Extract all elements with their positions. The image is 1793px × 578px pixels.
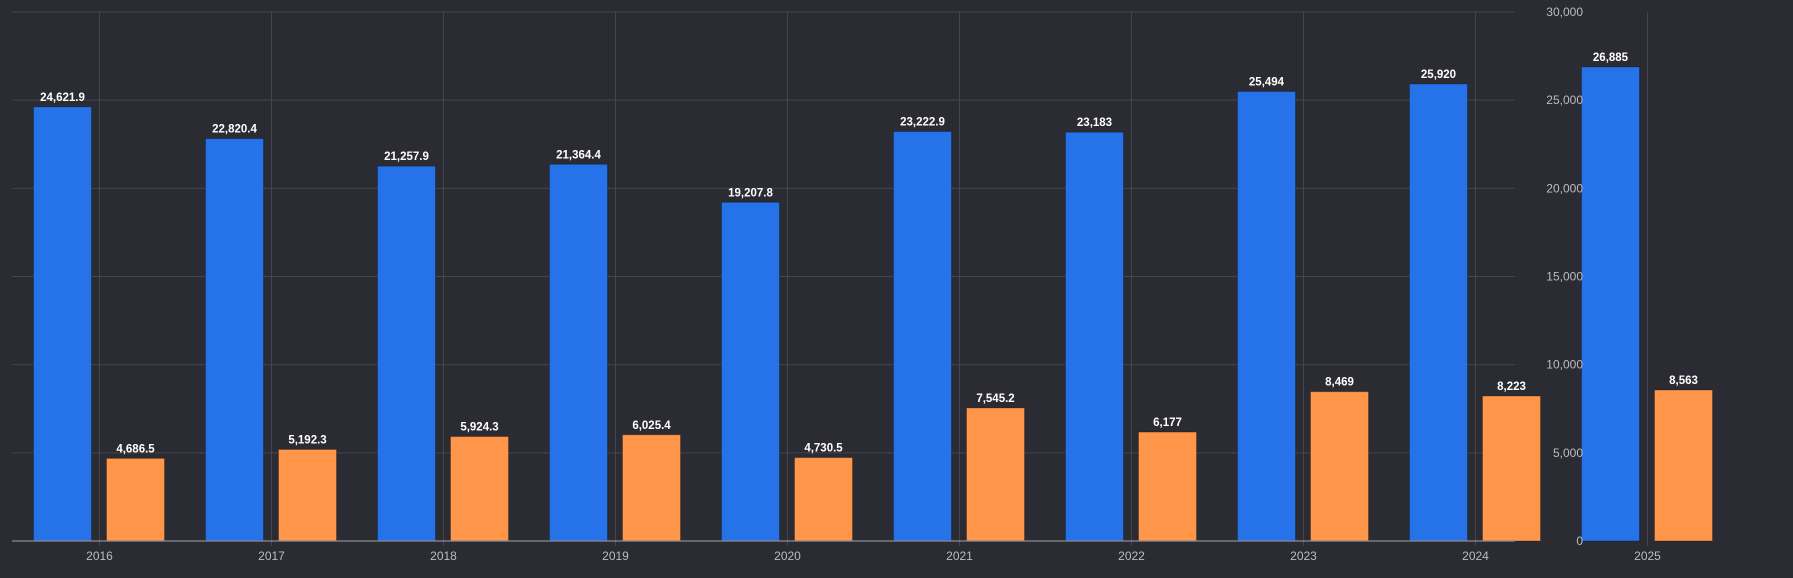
bar-value-label: 25,494 xyxy=(1249,76,1285,88)
x-tick-label: 2019 xyxy=(602,549,629,563)
bar-value-label: 4,686.5 xyxy=(116,443,155,455)
bar-value-label: 8,223 xyxy=(1497,381,1526,393)
bars xyxy=(33,66,1713,542)
bar-value-label: 6,025.4 xyxy=(632,420,671,432)
bar-series-1 xyxy=(1065,131,1124,542)
y-tick-label: 0 xyxy=(1576,534,1583,548)
x-tick-label: 2021 xyxy=(946,549,973,563)
bar-series-1 xyxy=(33,106,92,542)
bar-series-2 xyxy=(622,434,681,542)
bar-value-label: 7,545.2 xyxy=(976,393,1014,405)
bar-value-label: 26,885 xyxy=(1593,52,1629,64)
bar-series-2 xyxy=(794,457,853,542)
bar-value-label: 22,820.4 xyxy=(212,124,257,136)
bar-value-label: 4,730.5 xyxy=(804,443,843,455)
y-tick-label: 20,000 xyxy=(1546,181,1583,195)
bar-value-label: 24,621.9 xyxy=(40,92,85,104)
bar-value-label: 8,469 xyxy=(1325,377,1354,389)
bar-series-2 xyxy=(1482,395,1541,542)
bar-value-label: 21,364.4 xyxy=(556,149,601,161)
bar-series-2 xyxy=(1654,389,1713,542)
x-tick-label: 2016 xyxy=(86,549,113,563)
x-tick-label: 2024 xyxy=(1462,549,1489,563)
bar-series-1 xyxy=(1581,66,1640,542)
x-tick-label: 2018 xyxy=(430,549,457,563)
y-tick-label: 5,000 xyxy=(1553,446,1583,460)
bar-value-label: 5,924.3 xyxy=(460,422,498,434)
bar-series-2 xyxy=(966,407,1025,542)
bar-value-label: 23,183 xyxy=(1077,117,1112,129)
bar-series-1 xyxy=(721,201,780,542)
y-tick-label: 10,000 xyxy=(1546,358,1583,372)
bar-series-2 xyxy=(1138,431,1197,542)
bar-value-label: 5,192.3 xyxy=(288,434,326,446)
bar-series-1 xyxy=(893,131,952,542)
bar-series-1 xyxy=(377,165,436,542)
bar-value-label: 8,563 xyxy=(1669,375,1698,387)
bar-value-label: 21,257.9 xyxy=(384,151,429,163)
x-tick-label: 2023 xyxy=(1290,549,1317,563)
x-tick-label: 2022 xyxy=(1118,549,1145,563)
x-tick-label: 2025 xyxy=(1634,549,1661,563)
bar-value-label: 23,222.9 xyxy=(900,117,945,129)
x-tick-label: 2020 xyxy=(774,549,801,563)
bar-series-1 xyxy=(1409,83,1468,542)
bar-series-1 xyxy=(1237,90,1296,542)
axes: 0 5,000 10,000 15,000 20,000 25,000 30,000 2016… xyxy=(12,5,1661,563)
y-tick-label: 15,000 xyxy=(1546,270,1583,284)
x-tick-label: 2017 xyxy=(258,549,285,563)
bar-value-label: 25,920 xyxy=(1421,69,1456,81)
bar-series-2 xyxy=(278,448,337,542)
bar-series-1 xyxy=(205,138,264,542)
y-tick-label: 25,000 xyxy=(1546,93,1583,107)
bar-value-label: 19,207.8 xyxy=(728,187,773,199)
bar-series-2 xyxy=(450,436,509,542)
bar-series-2 xyxy=(1310,391,1369,542)
bar-series-2 xyxy=(106,457,165,542)
data-labels: 24,621.9 22,820.4 21,257.9 21,364.4 19,207.8… xyxy=(40,52,1698,455)
y-tick-label: 30,000 xyxy=(1546,5,1583,19)
bar-value-label: 6,177 xyxy=(1153,417,1182,429)
bar-series-1 xyxy=(549,163,608,542)
